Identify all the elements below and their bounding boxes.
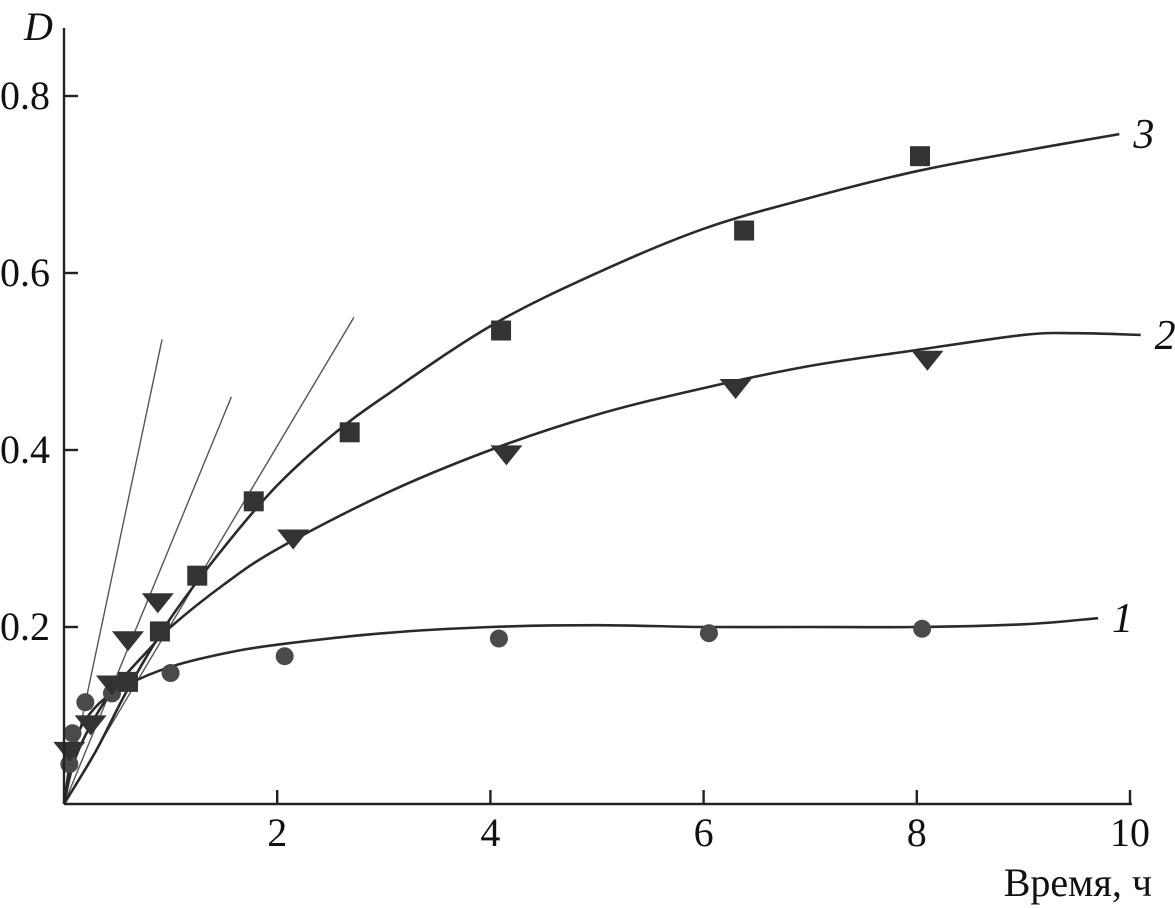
x-tick-label: 6 (694, 810, 714, 855)
x-tick-label: 4 (480, 810, 500, 855)
point-square (734, 220, 755, 241)
point-circle (699, 624, 718, 643)
fit-curves (62, 132, 1141, 805)
curve-label-2: 2 (1155, 313, 1175, 359)
y-tick-label: 0.4 (0, 427, 50, 472)
point-square (909, 146, 930, 167)
point-circle (913, 619, 932, 638)
y-tick-label: 0.6 (0, 250, 50, 295)
fit-curve-2 (62, 331, 1141, 805)
axes (62, 28, 1132, 806)
point-circle (275, 647, 294, 666)
point-square (339, 422, 360, 443)
point-triangle (53, 741, 86, 762)
point-circle (489, 629, 508, 648)
point-circle (63, 724, 82, 743)
point-square (149, 621, 170, 642)
point-square (491, 320, 512, 341)
point-triangle (277, 529, 310, 550)
point-triangle (490, 445, 523, 466)
curve-labels: 1 2 3 (1112, 112, 1175, 642)
fit-curve-1 (62, 616, 1099, 805)
data-markers (53, 146, 944, 774)
x-axis-title: Время, ч (1004, 860, 1152, 905)
y-tick-label: 0.2 (0, 604, 50, 649)
x-tick-label: 10 (1110, 810, 1150, 855)
point-circle (76, 693, 95, 712)
point-square (187, 565, 208, 586)
point-triangle (141, 593, 174, 614)
x-tick-label: 8 (907, 810, 927, 855)
point-triangle (74, 715, 107, 736)
curve-label-1: 1 (1112, 596, 1133, 642)
tangent-line (63, 316, 355, 805)
point-circle (161, 664, 180, 683)
point-triangle (719, 379, 752, 400)
x-ticks: 2 4 6 8 10 (267, 790, 1150, 855)
point-square (243, 491, 264, 512)
y-ticks: 0.2 0.4 0.6 0.8 (0, 73, 78, 649)
y-axis-title: D (23, 4, 53, 49)
fit-curve-3 (62, 132, 1120, 805)
point-triangle (111, 631, 144, 652)
y-tick-label: 0.8 (0, 73, 50, 118)
x-tick-label: 2 (267, 810, 287, 855)
point-square (117, 671, 138, 692)
point-triangle (911, 350, 944, 371)
curve-label-3: 3 (1132, 112, 1154, 158)
